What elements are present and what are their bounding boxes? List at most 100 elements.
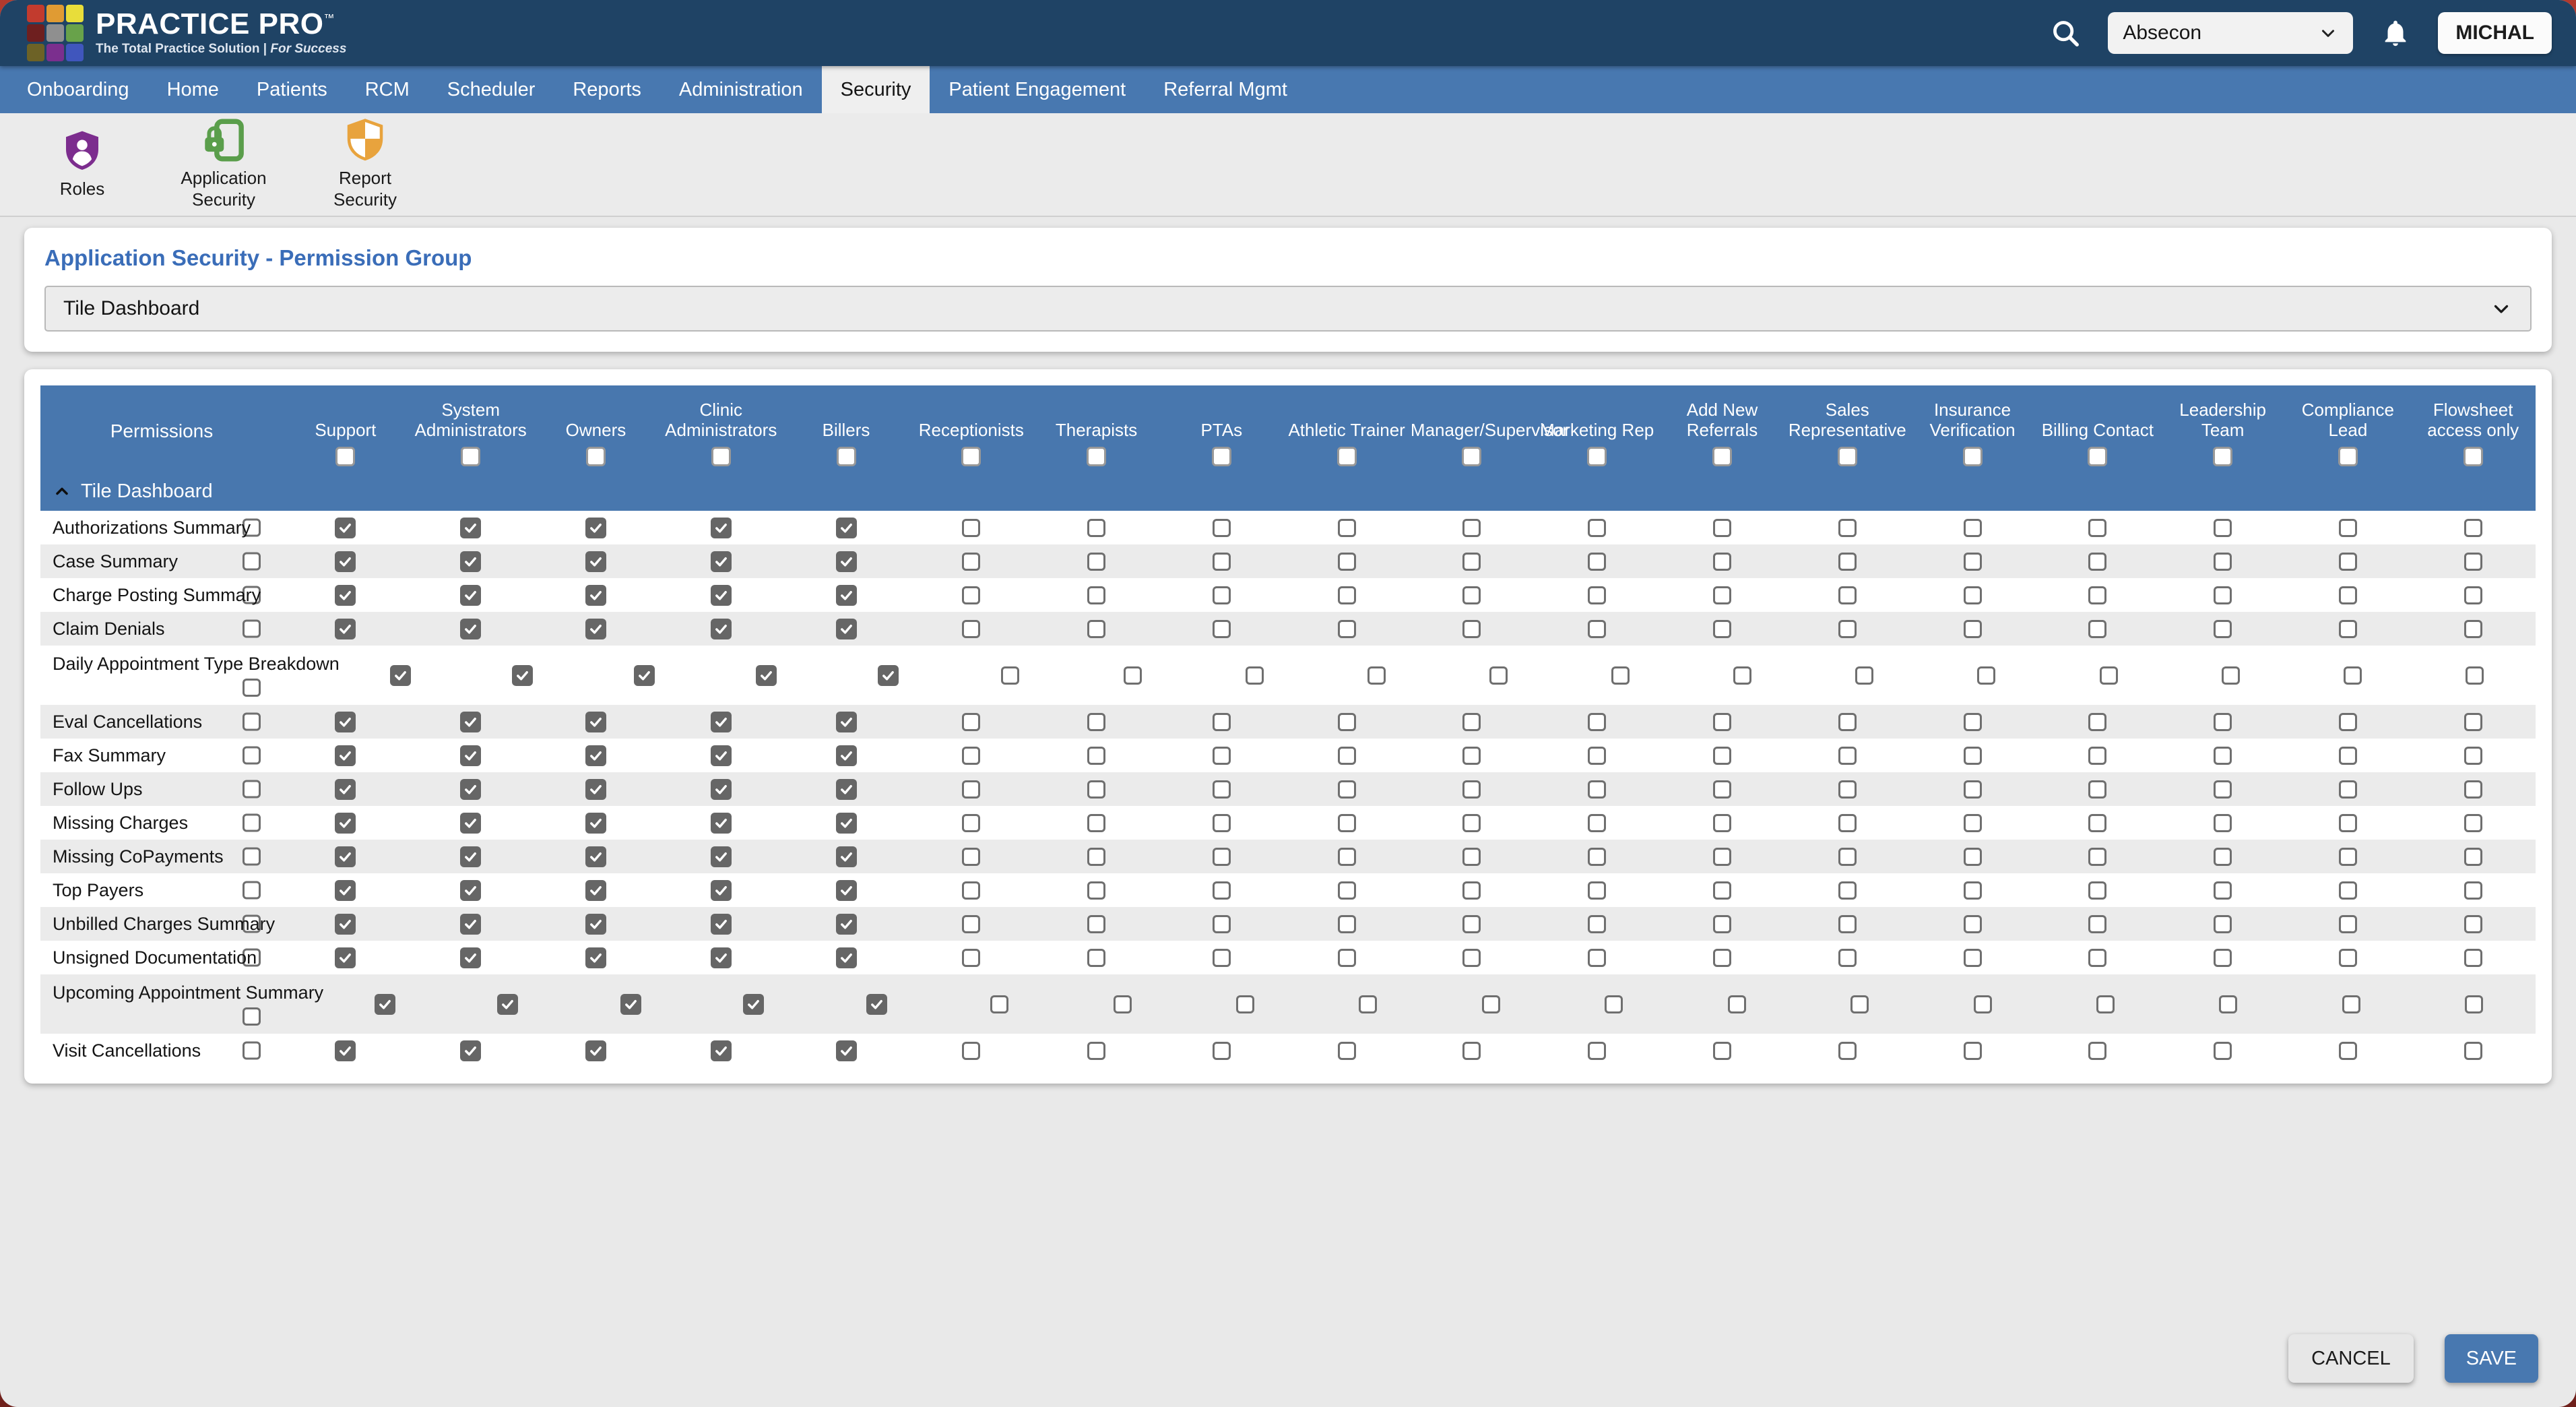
permission-checkbox[interactable] bbox=[1212, 586, 1231, 604]
permission-checkbox[interactable] bbox=[1588, 948, 1607, 967]
role-select-all-checkbox[interactable] bbox=[711, 447, 731, 466]
permission-checkbox[interactable] bbox=[1001, 666, 1020, 685]
permission-checkbox[interactable] bbox=[1212, 619, 1231, 638]
permission-checkbox[interactable] bbox=[2338, 746, 2357, 765]
permission-checkbox[interactable] bbox=[2464, 1041, 2482, 1060]
permission-checkbox[interactable] bbox=[2338, 914, 2357, 933]
search-icon[interactable] bbox=[2050, 18, 2081, 49]
permission-checkbox[interactable] bbox=[585, 618, 606, 639]
role-select-all-checkbox[interactable] bbox=[836, 447, 856, 466]
permission-checkbox[interactable] bbox=[585, 745, 606, 766]
permission-checkbox[interactable] bbox=[1838, 847, 1857, 866]
permission-checkbox[interactable] bbox=[835, 745, 857, 766]
permission-checkbox[interactable] bbox=[460, 551, 482, 572]
permission-checkbox[interactable] bbox=[710, 551, 732, 572]
permission-checkbox[interactable] bbox=[2088, 914, 2107, 933]
permission-row-checkbox[interactable] bbox=[243, 552, 261, 571]
permission-checkbox[interactable] bbox=[1838, 914, 1857, 933]
permission-checkbox[interactable] bbox=[962, 914, 981, 933]
permission-checkbox[interactable] bbox=[1712, 1041, 1731, 1060]
permission-checkbox[interactable] bbox=[2088, 847, 2107, 866]
permission-checkbox[interactable] bbox=[1462, 518, 1481, 537]
permission-checkbox[interactable] bbox=[2221, 666, 2240, 685]
permission-checkbox[interactable] bbox=[2464, 847, 2482, 866]
permission-checkbox[interactable] bbox=[710, 618, 732, 639]
permission-checkbox[interactable] bbox=[2464, 746, 2482, 765]
permission-checkbox[interactable] bbox=[1838, 518, 1857, 537]
permission-checkbox[interactable] bbox=[335, 947, 356, 968]
permission-checkbox[interactable] bbox=[1462, 712, 1481, 731]
permission-checkbox[interactable] bbox=[835, 947, 857, 968]
permission-checkbox[interactable] bbox=[962, 948, 981, 967]
permission-checkbox[interactable] bbox=[2214, 948, 2232, 967]
permission-checkbox[interactable] bbox=[585, 1040, 606, 1061]
permission-checkbox[interactable] bbox=[460, 584, 482, 606]
permission-checkbox[interactable] bbox=[460, 913, 482, 935]
permission-checkbox[interactable] bbox=[460, 618, 482, 639]
permission-checkbox[interactable] bbox=[962, 712, 981, 731]
permission-checkbox[interactable] bbox=[866, 993, 887, 1015]
permission-checkbox[interactable] bbox=[1712, 914, 1731, 933]
permission-checkbox[interactable] bbox=[835, 879, 857, 901]
permission-checkbox[interactable] bbox=[2088, 813, 2107, 832]
permission-checkbox[interactable] bbox=[2338, 813, 2357, 832]
role-select-all-checkbox[interactable] bbox=[1211, 447, 1231, 466]
permission-checkbox[interactable] bbox=[1838, 619, 1857, 638]
permission-checkbox[interactable] bbox=[1838, 813, 1857, 832]
permission-checkbox[interactable] bbox=[1712, 881, 1731, 900]
permission-checkbox[interactable] bbox=[1588, 780, 1607, 799]
permission-checkbox[interactable] bbox=[2088, 552, 2107, 571]
nav-tab-referral-mgmt[interactable]: Referral Mgmt bbox=[1163, 78, 1287, 100]
permission-checkbox[interactable] bbox=[1212, 746, 1231, 765]
permission-checkbox[interactable] bbox=[335, 778, 356, 800]
permission-checkbox[interactable] bbox=[1212, 948, 1231, 967]
permission-checkbox[interactable] bbox=[2338, 948, 2357, 967]
permission-checkbox[interactable] bbox=[1212, 1041, 1231, 1060]
role-select-all-checkbox[interactable] bbox=[1712, 447, 1732, 466]
permission-checkbox[interactable] bbox=[1838, 948, 1857, 967]
permission-checkbox[interactable] bbox=[1087, 619, 1106, 638]
permission-checkbox[interactable] bbox=[2096, 995, 2115, 1013]
permission-checkbox[interactable] bbox=[1337, 881, 1356, 900]
permission-checkbox[interactable] bbox=[1963, 518, 1982, 537]
permission-checkbox[interactable] bbox=[2465, 995, 2484, 1013]
permission-checkbox[interactable] bbox=[1963, 881, 1982, 900]
permission-checkbox[interactable] bbox=[335, 551, 356, 572]
permission-checkbox[interactable] bbox=[1212, 914, 1231, 933]
nav-tab-scheduler[interactable]: Scheduler bbox=[447, 78, 536, 100]
permission-checkbox[interactable] bbox=[1212, 780, 1231, 799]
permission-checkbox[interactable] bbox=[1087, 914, 1106, 933]
permission-checkbox[interactable] bbox=[2342, 995, 2360, 1013]
permission-checkbox[interactable] bbox=[962, 619, 981, 638]
permission-checkbox[interactable] bbox=[1733, 666, 1752, 685]
permission-checkbox[interactable] bbox=[1838, 586, 1857, 604]
permission-checkbox[interactable] bbox=[2088, 948, 2107, 967]
permission-checkbox[interactable] bbox=[1588, 1041, 1607, 1060]
nav-tab-patient-engagement[interactable]: Patient Engagement bbox=[948, 78, 1126, 100]
permission-checkbox[interactable] bbox=[1087, 780, 1106, 799]
permission-checkbox[interactable] bbox=[1712, 586, 1731, 604]
bell-icon[interactable] bbox=[2380, 18, 2411, 49]
permission-checkbox[interactable] bbox=[460, 947, 482, 968]
permission-checkbox[interactable] bbox=[835, 551, 857, 572]
permission-checkbox[interactable] bbox=[1963, 948, 1982, 967]
role-select-all-checkbox[interactable] bbox=[961, 447, 981, 466]
permission-checkbox[interactable] bbox=[1481, 995, 1500, 1013]
permission-checkbox[interactable] bbox=[585, 913, 606, 935]
permission-row-checkbox[interactable] bbox=[243, 881, 261, 900]
permission-checkbox[interactable] bbox=[710, 812, 732, 834]
permission-checkbox[interactable] bbox=[1337, 712, 1356, 731]
permission-checkbox[interactable] bbox=[2338, 552, 2357, 571]
permission-checkbox[interactable] bbox=[1838, 712, 1857, 731]
permission-checkbox[interactable] bbox=[2214, 586, 2232, 604]
permission-checkbox[interactable] bbox=[511, 664, 533, 686]
permission-checkbox[interactable] bbox=[1113, 995, 1132, 1013]
permission-checkbox[interactable] bbox=[1588, 586, 1607, 604]
permission-checkbox[interactable] bbox=[1588, 881, 1607, 900]
permission-checkbox[interactable] bbox=[835, 711, 857, 732]
permission-checkbox[interactable] bbox=[2464, 881, 2482, 900]
permission-checkbox[interactable] bbox=[335, 618, 356, 639]
permission-checkbox[interactable] bbox=[2464, 619, 2482, 638]
permission-checkbox[interactable] bbox=[1838, 746, 1857, 765]
permission-checkbox[interactable] bbox=[2214, 1041, 2232, 1060]
